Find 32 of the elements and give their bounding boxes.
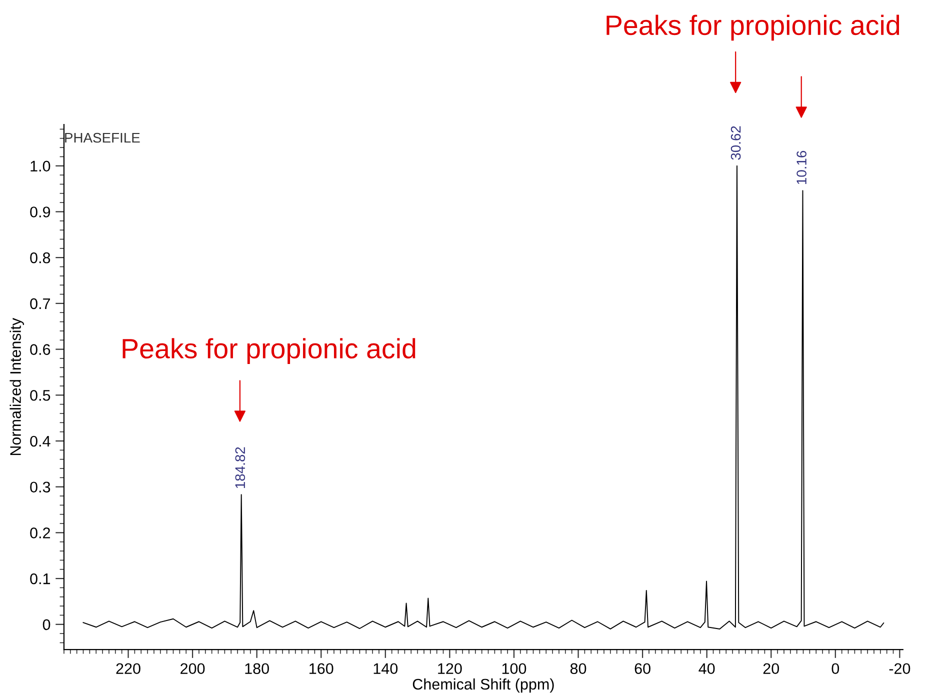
y-tick-label: 0.2 [30,528,50,538]
y-tick-label: 0.6 [30,344,50,355]
x-tick-label: 60 [634,663,650,674]
annotation: Peaks for propionic acid [122,338,416,364]
x-tick-label: 100 [502,663,526,674]
x-tick-label: 40 [698,663,715,674]
y-axis-title: Normalized Intensity [10,318,24,456]
x-tick-label: 180 [245,663,269,674]
y-tick-label: 0.7 [30,298,50,310]
x-tick-label: 0 [832,663,840,674]
annotation: PHASEFILE [65,132,140,143]
y-tick-label: 1.0 [30,160,50,172]
text: Peaks for propionic acid [606,14,900,41]
y-tick-label: 0 [42,619,50,630]
x-tick-label: 20 [763,663,780,674]
x-tick-label: 160 [310,663,334,674]
x-tick-label: -20 [889,663,910,674]
x-axis-title: Chemical Shift (ppm) [412,678,554,693]
x-tick-label: 220 [116,663,140,674]
x-tick-label: 200 [180,663,205,674]
y-tick-label: 0.3 [30,482,50,493]
y-tick-label: 0.8 [30,252,50,264]
x-tick-label: 80 [570,663,586,674]
y-tick-label: 0.9 [30,206,50,218]
y-tick-label: 0.5 [30,390,50,401]
y-tick-label: 0.1 [30,573,50,584]
annotation: 30.62 [730,126,741,160]
x-tick-label: 120 [438,663,462,674]
y-tick-label: 0.4 [30,436,50,447]
annotation: 184.82 [235,447,246,488]
annotation: 10.16 [796,150,806,184]
x-tick-label: 140 [374,663,398,674]
